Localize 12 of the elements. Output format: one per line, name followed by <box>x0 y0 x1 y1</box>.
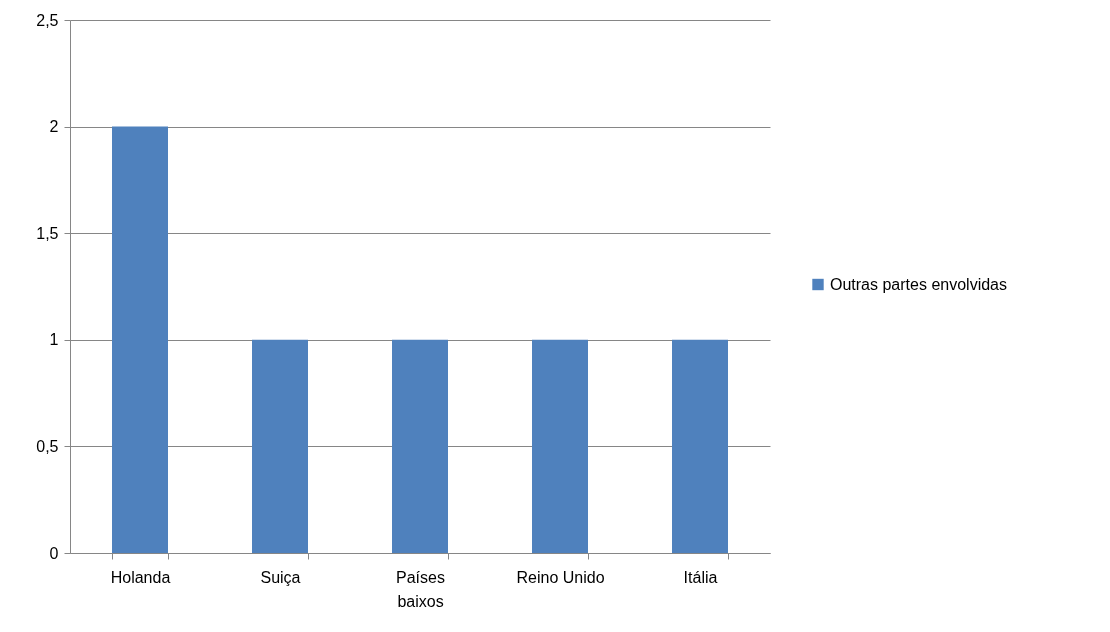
y-tick-label: 0 <box>49 544 59 562</box>
y-tick-label: 2 <box>49 118 59 136</box>
y-tick-label: 1,5 <box>36 224 59 242</box>
y-tick-label: 0,5 <box>36 437 59 455</box>
x-tick-label: Reino Unido <box>516 568 605 586</box>
x-tick-label: Itália <box>683 568 718 586</box>
y-tick-label: 2,5 <box>36 11 59 29</box>
legend-label: Outras partes envolvidas <box>830 275 1007 293</box>
x-tick-label: Suiça <box>260 568 301 586</box>
x-tick-label: Países baixos <box>396 568 445 610</box>
x-tick-label: Holanda <box>110 568 171 586</box>
y-tick-label: 1 <box>49 331 59 349</box>
